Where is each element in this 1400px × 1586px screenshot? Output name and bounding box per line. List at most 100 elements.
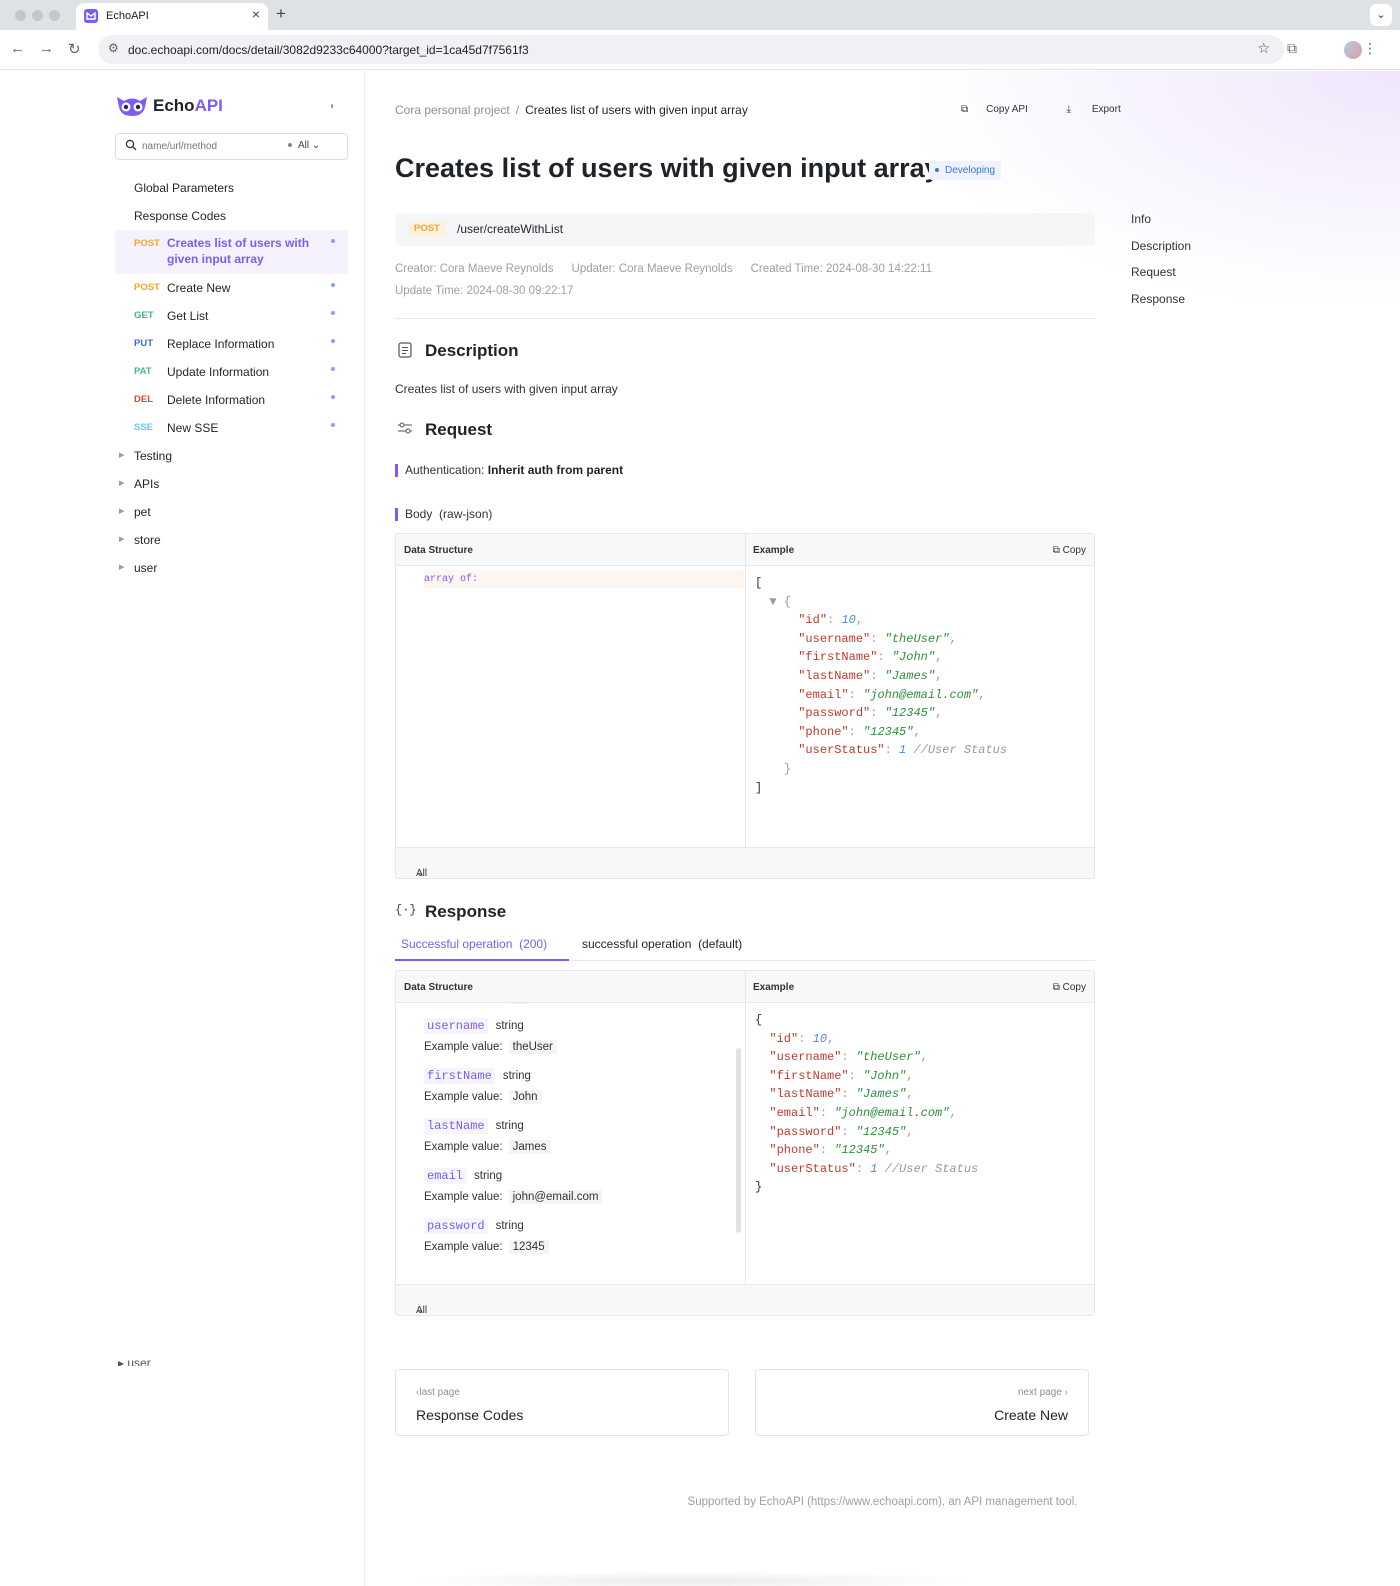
sidebar-item-creates-list-of-users-with-given-input-array[interactable]: POST Creates list of users with given inp… [115,230,348,274]
new-tab-icon[interactable]: + [276,4,286,23]
expand-all-bar: ⌄ All [396,1284,1094,1315]
site-settings-icon[interactable]: ⚙ [108,41,119,55]
field-example-row: Example value: 12345 [424,1240,739,1263]
toc-item-response[interactable]: Response [1131,291,1186,306]
browser-menu-icon[interactable]: ⋮ [1363,40,1377,56]
sidebar-item-testing[interactable]: ▶ Testing [115,442,348,470]
field-row: email string [424,1168,739,1191]
sidebar-item-update-information[interactable]: PAT Update Information [115,358,348,386]
toc-item-info[interactable]: Info [1131,212,1152,226]
example-label: Example value: [424,1041,503,1053]
sidebar-item-store[interactable]: ▶ store [115,526,348,554]
copy-icon: ⧉ [1052,545,1060,556]
browser-toolbar: ← → ↻ ⚙ doc.echoapi.com/docs/detail/3082… [0,30,1400,70]
toc-item-request[interactable]: Request [1131,265,1176,279]
search-input[interactable] [142,138,282,155]
logo-text: EchoAPI [153,96,223,115]
description-text: Creates list of users with given input a… [395,382,618,396]
field-example-row: Example value:10 [424,1003,739,1013]
theme-toggle-icon[interactable]: ◐ [330,101,337,112]
window-close-button[interactable] [15,10,26,21]
echoapi-logo[interactable]: EchoAPI [115,93,223,119]
field-example-row: Example value: John [424,1090,739,1113]
field-type: string [474,1170,503,1182]
reload-icon[interactable]: ↻ [68,41,81,58]
tab-response-default[interactable]: successful operation (default) [582,937,743,951]
profile-avatar[interactable] [1344,41,1362,59]
forward-arrow-icon[interactable]: → [39,40,54,57]
caret-right-icon[interactable]: ▶ [119,480,125,487]
sidebar-item-new-sse[interactable]: SSE New SSE [115,414,348,442]
field-type: string [495,1120,524,1132]
method-tag: POST [134,282,160,293]
field-row: lastName string [424,1118,739,1141]
field-type: string [495,1220,524,1232]
chevron-down-icon: ⌄ [311,140,321,151]
window-zoom-button[interactable] [49,10,60,21]
sidebar-item-pet[interactable]: ▶ pet [115,498,348,526]
sidebar-item-global-parameters[interactable]: Global Parameters [115,174,348,202]
caret-right-icon[interactable]: ▶ [119,508,125,515]
copy-example-button[interactable]: ⧉ Copy [1052,545,1086,556]
sidebar-item-label: user [134,561,158,575]
field-name: lastName [424,1118,488,1134]
tab-search-chevron-icon[interactable]: ⌄ [1370,4,1392,26]
copy-example-button[interactable]: ⧉ Copy [1052,982,1086,993]
endpoint-path[interactable]: /user/createWithList [457,222,564,236]
docs-sidebar: EchoAPI ◐ All ⌄ Global Parameters Respons… [0,71,365,1586]
back-arrow-icon[interactable]: ← [10,40,25,57]
update-time: Update Time: 2024-08-30 09:22:17 [395,285,574,297]
caret-right-icon[interactable]: ▶ [119,564,125,571]
method-tag: POST [134,238,160,249]
browser-tab[interactable]: EchoAPI × [76,3,268,30]
caret-right-icon[interactable]: ▶ [119,536,125,543]
sidebar-item-label: Create New [167,281,231,295]
method-filter-dropdown[interactable]: All ⌄ [288,140,320,151]
export-button[interactable]: ⤓ Export [1066,104,1121,115]
breadcrumb-root[interactable]: Cora personal project [395,103,510,117]
structure-scrollbar[interactable] [736,1048,741,1233]
breadcrumb-current: Creates list of users with given input a… [525,103,748,117]
created-time: Created Time: 2024-08-30 14:22:11 [750,263,932,275]
sidebar-item-replace-information[interactable]: PUT Replace Information [115,330,348,358]
status-dot [331,395,335,399]
method-tag: GET [134,310,154,321]
response-structure-scroll[interactable]: idinteger <int64>Example value:10usernam… [396,1003,745,1286]
tab-close-icon[interactable]: × [251,6,260,22]
extensions-puzzle-icon[interactable]: ⧉ [1287,40,1297,56]
copy-icon: ⧉ [961,104,969,115]
status-dot [331,423,335,427]
auth-line: Authentication: Inherit auth from parent [395,464,623,477]
api-search: All ⌄ [115,133,348,160]
prev-page-card[interactable]: ‹last page Response Codes [395,1369,729,1436]
braces-icon: {·} [395,903,417,917]
address-bar[interactable]: ⚙ doc.echoapi.com/docs/detail/3082d9233c… [98,35,1284,64]
sidebar-item-label: store [134,533,161,547]
toc-item-description[interactable]: Description [1131,238,1192,253]
sidebar-item-response-codes[interactable]: Response Codes [115,202,348,230]
sidebar-item-apis[interactable]: ▶ APIs [115,470,348,498]
field-type: string [495,1020,524,1032]
sidebar-item-create-new[interactable]: POST Create New [115,274,348,302]
bookmark-star-icon[interactable]: ☆ [1257,40,1270,56]
address-url[interactable]: doc.echoapi.com/docs/detail/3082d9233c64… [128,43,529,57]
sidebar-ghost-item: ▸ user [118,1356,151,1366]
method-tag: DEL [134,394,153,405]
copy-api-button[interactable]: ⧉ Copy API [961,104,1028,115]
tab-title: EchoAPI [106,10,149,22]
meta-line: Creator: Cora Maeve Reynolds Updater: Cor… [395,263,950,275]
active-tab-indicator [395,959,569,961]
example-label: Example value: [424,1091,503,1103]
field-example-row: Example value: john@email.com [424,1190,739,1213]
caret-right-icon[interactable]: ▶ [119,452,125,459]
sidebar-item-delete-information[interactable]: DEL Delete Information [115,386,348,414]
next-page-card[interactable]: next page › Create New [755,1369,1089,1436]
window-minimize-button[interactable] [32,10,43,21]
response-field-list: idinteger <int64>Example value:10usernam… [424,1003,739,1269]
method-tag: PUT [134,338,153,349]
api-nav-list: Global Parameters Response Codes POST Creat… [115,174,348,582]
tab-response-200[interactable]: Successful operation (200) [401,937,548,951]
sidebar-item-user[interactable]: ▶ user [115,554,348,582]
sidebar-item-get-list[interactable]: GET Get List [115,302,348,330]
chevron-down-icon: ⌄ [416,1305,425,1316]
